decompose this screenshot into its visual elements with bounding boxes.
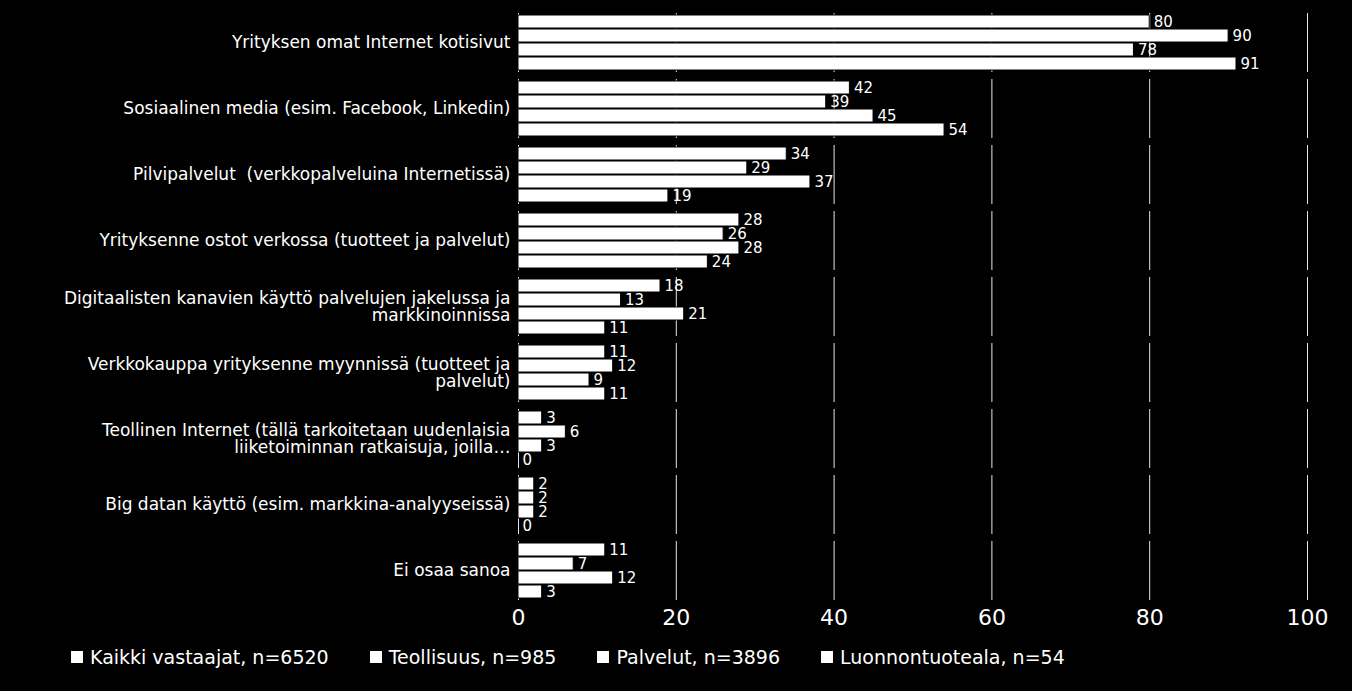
svg-text:12: 12: [617, 357, 636, 375]
svg-text:0: 0: [523, 517, 533, 535]
svg-text:37: 37: [814, 173, 833, 191]
svg-text:3: 3: [546, 583, 556, 601]
html-text:Palvelut, n=3896: Palvelut, n=3896: [616, 646, 780, 668]
html-text:Luonnontuoteala, n=54: Luonnontuoteala, n=54: [840, 646, 1065, 668]
svg-text:Ei osaa sanoa: Ei osaa sanoa: [393, 560, 510, 580]
svg-text:90: 90: [1233, 27, 1252, 45]
svg-text:34: 34: [791, 145, 810, 163]
svg-text:12: 12: [617, 569, 636, 587]
svg-text:39: 39: [830, 93, 849, 111]
svg-text:42: 42: [854, 79, 873, 97]
svg-text:21: 21: [688, 305, 707, 323]
svg-text:Teollinen Internet (tällä tark: Teollinen Internet (tällä tarkoitetaan u…: [101, 420, 511, 457]
svg-text:28: 28: [743, 239, 762, 257]
html-text:Kaikki vastaajat, n=6520: Kaikki vastaajat, n=6520: [90, 646, 329, 668]
svg-text:18: 18: [665, 277, 684, 295]
svg-text:100: 100: [1287, 605, 1329, 630]
svg-text:0: 0: [512, 605, 526, 630]
svg-text:40: 40: [820, 605, 848, 630]
svg-text:91: 91: [1240, 55, 1259, 73]
svg-text:3: 3: [546, 437, 556, 455]
svg-text:11: 11: [609, 319, 628, 337]
svg-text:19: 19: [672, 187, 691, 205]
svg-text:80: 80: [1136, 605, 1164, 630]
svg-text:28: 28: [743, 210, 763, 229]
svg-text:Verkkokauppa yrityksenne myynn: Verkkokauppa yrityksenne myynnissä (tuot…: [88, 354, 511, 391]
svg-text:29: 29: [751, 159, 770, 177]
svg-text:80: 80: [1154, 13, 1173, 31]
svg-text:7: 7: [578, 555, 588, 573]
svg-text:26: 26: [727, 224, 747, 243]
svg-text:0: 0: [523, 451, 533, 469]
svg-text:2: 2: [538, 503, 548, 521]
svg-text:78: 78: [1138, 41, 1157, 59]
svg-text:Big datan käyttö (esim. markki: Big datan käyttö (esim. markkina-analyys…: [105, 494, 510, 514]
svg-text:Yrityksen omat Internet kotisi: Yrityksen omat Internet kotisivut: [231, 32, 511, 52]
svg-text:11: 11: [609, 385, 628, 403]
svg-text:Pilvipalvelut (verkkopalvelui: Pilvipalvelut (verkkopalveluina Internet…: [133, 164, 510, 184]
svg-text:9: 9: [594, 371, 604, 389]
svg-text:54: 54: [949, 121, 968, 139]
svg-text:Digitaalisten kanavien käyttö: Digitaalisten kanavien käyttö palvelujen…: [64, 288, 511, 325]
svg-text:60: 60: [978, 605, 1006, 630]
svg-text:24: 24: [712, 253, 731, 271]
svg-text:Yrityksenne ostot verkossa (tu: Yrityksenne ostot verkossa (tuotteet ja …: [98, 230, 510, 250]
svg-text:2: 2: [538, 474, 548, 493]
svg-text:13: 13: [625, 291, 644, 309]
svg-text:20: 20: [662, 605, 690, 630]
html-text:Teollisuus, n=985: Teollisuus, n=985: [388, 646, 557, 668]
svg-text:Sosiaalinen media (esim. Faceb: Sosiaalinen media (esim. Facebook, Linke…: [123, 98, 510, 118]
svg-text:6: 6: [570, 423, 580, 441]
svg-text:11: 11: [609, 342, 629, 361]
svg-text:3: 3: [546, 409, 556, 427]
svg-text:2: 2: [538, 488, 548, 507]
svg-text:45: 45: [878, 107, 897, 125]
svg-text:11: 11: [609, 541, 628, 559]
